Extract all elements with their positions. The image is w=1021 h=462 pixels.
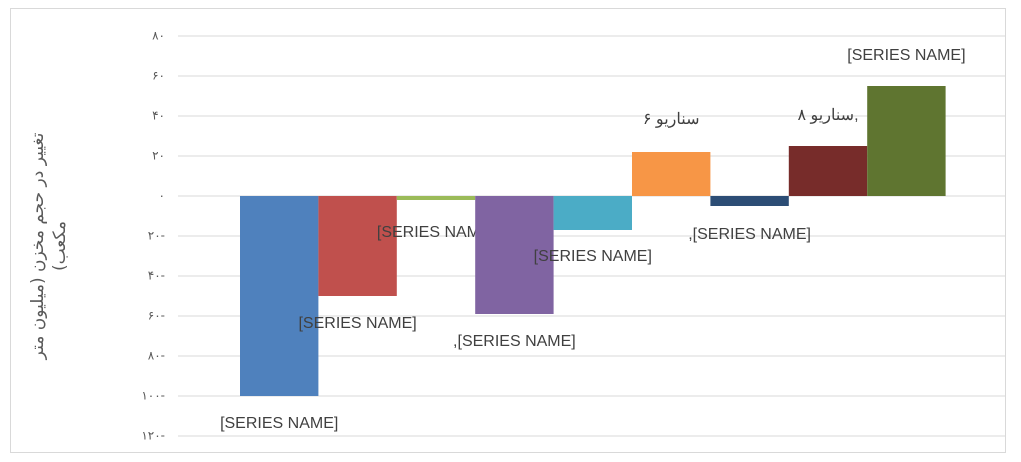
data-annotation: ,[SERIES NAME] [453, 333, 576, 350]
bar [553, 196, 632, 230]
data-annotation: سناریو ۶ [643, 111, 700, 128]
bar [710, 196, 789, 206]
bar [867, 86, 946, 196]
bar [396, 196, 476, 200]
data-annotation: سناریو ۸, [797, 107, 858, 124]
bar [240, 196, 319, 396]
y-axis-title: تغییر در حجم مخزن (میلیون متر مکعب) [28, 132, 70, 360]
y-tick-label: ۴۰- [148, 269, 165, 283]
y-tick-label: ۸۰ [152, 29, 165, 43]
bar [475, 196, 554, 314]
data-annotation: ,[SERIES NAME] [688, 226, 811, 243]
y-tick-label: ۲۰ [152, 149, 165, 163]
data-annotation: [SERIES NAME] [377, 224, 495, 241]
y-tick-label: ۰ [159, 189, 165, 203]
data-annotation: [SERIES NAME] [220, 415, 338, 432]
y-tick-label: ۲۰- [148, 229, 165, 243]
y-tick-label: ۱۰۰- [141, 389, 165, 403]
data-annotation: [SERIES NAME] [298, 315, 416, 332]
bar [632, 152, 711, 196]
y-tick-label: ۶۰- [148, 309, 165, 323]
y-tick-label: ۶۰ [152, 69, 165, 83]
bar [318, 196, 397, 296]
data-annotation: [SERIES NAME] [534, 248, 652, 265]
data-annotation: [SERIES NAME] [847, 47, 965, 64]
bar [788, 146, 868, 196]
y-tick-label: ۸۰- [148, 349, 165, 363]
y-tick-label: ۱۲۰- [141, 429, 165, 443]
y-tick-label: ۴۰ [152, 109, 165, 123]
